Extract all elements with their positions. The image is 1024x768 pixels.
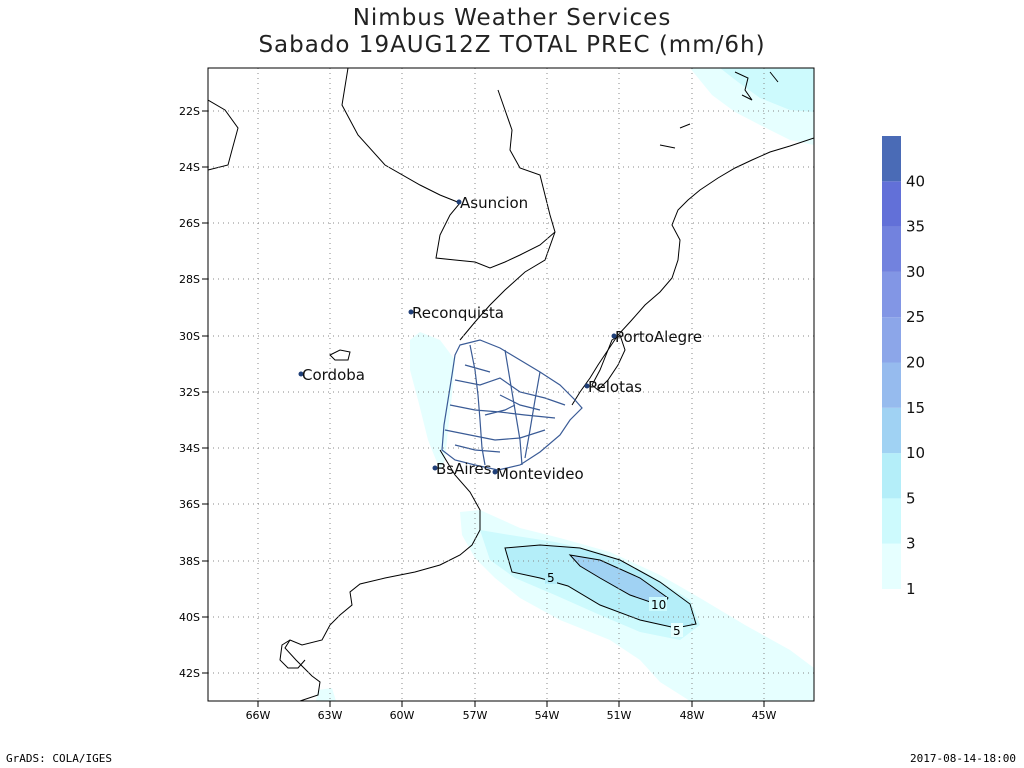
contour-label-bg bbox=[649, 597, 667, 611]
legend-label: 40 bbox=[906, 172, 925, 190]
precip-area-10mm bbox=[570, 555, 668, 606]
contour-label: 10 bbox=[651, 598, 666, 612]
footer-credit: GrADS: COLA/IGES bbox=[6, 752, 112, 765]
lat-label: 22S bbox=[179, 105, 200, 118]
lake-mar-chiquita bbox=[329, 349, 351, 361]
legend-swatch bbox=[882, 407, 901, 454]
lat-label: 34S bbox=[179, 442, 200, 455]
legend-swatch bbox=[882, 317, 901, 363]
lon-label: 63W bbox=[318, 709, 343, 722]
legend-label: 1 bbox=[906, 580, 916, 598]
uruguay-rivers bbox=[444, 344, 566, 466]
lat-label: 32S bbox=[179, 386, 200, 399]
legend-label: 10 bbox=[906, 444, 925, 462]
coastlines-borders bbox=[208, 68, 814, 701]
contour-5mm bbox=[504, 544, 697, 629]
legend-swatch bbox=[882, 226, 901, 272]
lon-label: 57W bbox=[463, 709, 488, 722]
legend-swatch bbox=[882, 181, 901, 227]
uruguay-departments bbox=[441, 339, 583, 471]
map-subtitle: Sabado 19AUG12Z TOTAL PREC (mm/6h) bbox=[258, 32, 766, 58]
axis-ticks bbox=[202, 110, 765, 707]
latitude-labels: 22S 24S 26S 28S 30S 32S 34S 36S 38S 40S … bbox=[179, 105, 200, 680]
city-marker-cordoba bbox=[298, 371, 304, 377]
lat-label: 24S bbox=[179, 161, 200, 174]
legend-swatch bbox=[882, 362, 901, 408]
legend-label: 3 bbox=[906, 535, 916, 553]
footer-timestamp: 2017-08-14-18:00 bbox=[910, 752, 1016, 765]
city-marker-asuncion bbox=[456, 199, 462, 205]
city-label-reconquista: Reconquista bbox=[412, 304, 504, 322]
longitude-labels: 66W 63W 60W 57W 54W 51W 48W 45W bbox=[246, 709, 777, 722]
map-frame bbox=[207, 67, 815, 702]
precip-area-5mm bbox=[505, 545, 696, 628]
city-marker-portoalegre bbox=[611, 333, 617, 339]
bolivia-border bbox=[208, 99, 239, 171]
city-label-portoalegre: PortoAlegre bbox=[615, 328, 702, 346]
city-marker-montevideo bbox=[492, 469, 498, 475]
lon-label: 45W bbox=[752, 709, 777, 722]
city-label-cordoba: Cordoba bbox=[302, 366, 365, 384]
lon-label: 66W bbox=[246, 709, 271, 722]
legend-label: 15 bbox=[906, 399, 925, 417]
city-marker-pelotas bbox=[584, 383, 590, 389]
city-marker-bsaires bbox=[432, 465, 438, 471]
legend-label: 35 bbox=[906, 218, 925, 236]
legend-label: 5 bbox=[906, 489, 916, 507]
paraguay-border bbox=[341, 68, 556, 269]
legend-swatch bbox=[882, 136, 901, 182]
city-markers: Asuncion Reconquista PortoAlegre Cordoba… bbox=[298, 194, 702, 483]
lon-label: 60W bbox=[390, 709, 415, 722]
grid-lines bbox=[208, 68, 814, 701]
lat-label: 30S bbox=[179, 330, 200, 343]
precip-area-northeast-inner bbox=[720, 68, 814, 112]
map-title: Nimbus Weather Services bbox=[352, 5, 672, 31]
argentina-coastline bbox=[284, 449, 481, 701]
legend-label: 30 bbox=[906, 263, 925, 281]
lat-label: 28S bbox=[179, 273, 200, 286]
city-label-montevideo: Montevideo bbox=[496, 465, 584, 483]
legend-swatch bbox=[882, 271, 901, 318]
brazil-coastline bbox=[571, 137, 814, 406]
peninsula-valdes bbox=[279, 639, 306, 669]
city-label-bsaires: BsAires bbox=[436, 460, 492, 478]
lat-label: 36S bbox=[179, 498, 200, 511]
contour-label-bg bbox=[671, 623, 683, 637]
contour-label-bg bbox=[545, 570, 557, 584]
city-label-pelotas: Pelotas bbox=[588, 378, 642, 396]
lagoon-patos bbox=[591, 334, 626, 391]
contour-label: 5 bbox=[673, 624, 681, 638]
legend-swatch bbox=[882, 453, 901, 499]
contour-label: 5 bbox=[547, 571, 555, 585]
legend-swatch bbox=[882, 543, 901, 589]
lat-label: 42S bbox=[179, 667, 200, 680]
city-label-asuncion: Asuncion bbox=[460, 194, 528, 212]
lon-label: 54W bbox=[535, 709, 560, 722]
islands-northeast bbox=[659, 71, 779, 149]
precip-area-southwest bbox=[316, 688, 336, 701]
lat-label: 40S bbox=[179, 611, 200, 624]
uruguay-outline bbox=[441, 339, 583, 471]
lon-label: 51W bbox=[607, 709, 632, 722]
legend-label: 20 bbox=[906, 354, 925, 372]
precipitation-shading bbox=[316, 68, 814, 701]
lat-label: 38S bbox=[179, 555, 200, 568]
argentina-brazil-border bbox=[459, 231, 556, 341]
legend-swatch bbox=[882, 498, 901, 544]
legend-label: 25 bbox=[906, 308, 925, 326]
city-marker-reconquista bbox=[408, 309, 414, 315]
lat-label: 26S bbox=[179, 217, 200, 230]
contour-labels: 5 10 5 bbox=[545, 570, 683, 638]
lon-label: 48W bbox=[680, 709, 705, 722]
